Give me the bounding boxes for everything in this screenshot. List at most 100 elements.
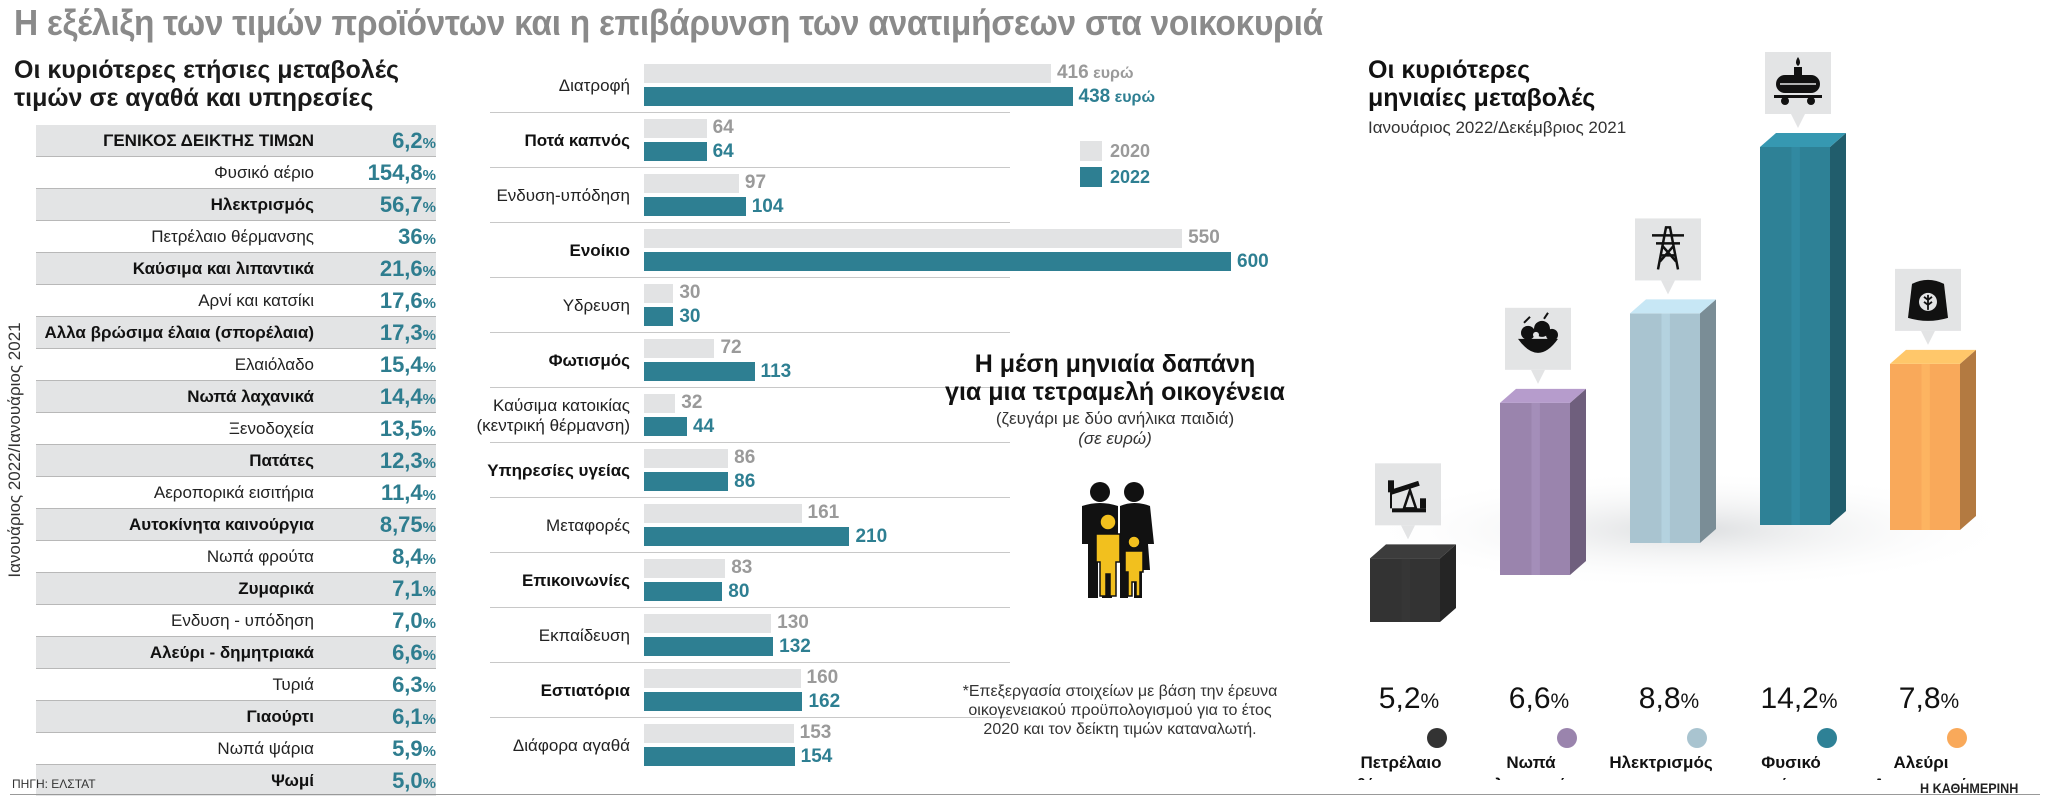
- bar-2020: [644, 724, 794, 743]
- annual-row: Ψωμί 5,0%: [36, 764, 436, 796]
- annual-changes-title: Οι κυριότερες ετήσιες μεταβολές τιμών σε…: [14, 56, 399, 112]
- annual-period-label: Ιανουάριος 2022/Ιανουάριος 2021: [2, 130, 28, 770]
- annual-row: Τυριά 6,3%: [36, 668, 436, 700]
- spending-row: Υπηρεσίες υγείας 86 86: [450, 443, 1430, 498]
- annual-row: Φυσικό αέριο 154,8%: [36, 156, 436, 188]
- main-title: Η εξέλιξη των τιμών προϊόντων και η επιβ…: [14, 2, 1323, 43]
- icon-box-pointer: [1661, 280, 1675, 295]
- bar-highlight: [1401, 558, 1410, 622]
- value-2022-label: 64: [712, 141, 734, 162]
- spending-row: Εκπαίδευση 130 132: [450, 608, 1430, 663]
- spending-category-label: Εκπαίδευση: [538, 625, 630, 645]
- bar-highlight: [1661, 313, 1670, 543]
- annual-row-label: Ξενοδοχεία: [228, 419, 314, 438]
- category-dot: [1427, 728, 1447, 748]
- annual-row-value: 14,4%: [379, 384, 436, 409]
- spending-row: Εστιατόρια 160 162: [450, 663, 1430, 718]
- icon-box: [1635, 218, 1701, 281]
- legend-item-2020: 2020: [1080, 138, 1150, 164]
- family-title-line2: για μια τετραμελή οικογένεια: [945, 378, 1285, 406]
- value-2022-label: 44: [693, 416, 715, 437]
- legend-label: 2022: [1110, 166, 1151, 187]
- annual-row-value: 17,3%: [379, 320, 436, 345]
- annual-row-value: 56,7%: [379, 192, 436, 217]
- annual-row: Γιαούρτι 6,1%: [36, 700, 436, 732]
- annual-row-value: 15,4%: [379, 352, 436, 377]
- annual-row: Ενδυση - υπόδηση 7,0%: [36, 604, 436, 636]
- monthly-value-label: 5,2%: [1379, 682, 1439, 715]
- spending-row: Φωτισμός 72 113: [450, 333, 1430, 388]
- value-2022-label: 80: [728, 581, 750, 602]
- bar-2020: [644, 504, 802, 523]
- value-2020-label: 32: [681, 392, 703, 413]
- value-2020-label: 550: [1188, 227, 1220, 248]
- category-label: Νωπά: [1506, 753, 1556, 772]
- spending-row: Ενδυση-υπόδηση 97 104: [450, 168, 1430, 223]
- value-2020-label: 97: [744, 172, 767, 193]
- bar-2022: [644, 582, 723, 601]
- value-2022-label: 30: [679, 306, 701, 327]
- bar-top-face: [1500, 388, 1586, 403]
- category-dot: [1947, 728, 1967, 748]
- icon-box-pointer: [1921, 330, 1935, 345]
- annual-row-label: Καύσιμα και λιπαντικά: [132, 259, 314, 278]
- row-separator: [490, 497, 1010, 498]
- annual-row-value: 7,1%: [392, 576, 436, 601]
- annual-row-label: Πετρέλαιο θέρμανσης: [151, 227, 314, 246]
- bar-2022: [644, 142, 707, 161]
- monthly-changes-subtitle: Ιανουάριος 2022/Δεκέμβριος 2021: [1368, 118, 1627, 137]
- annual-row-value: 11,4%: [381, 480, 436, 505]
- category-label: Δημητριακά: [1873, 775, 1970, 780]
- category-label: Φυσικό: [1761, 753, 1821, 772]
- bar-2022: [644, 637, 774, 656]
- annual-row: Ηλεκτρισμός 56,7%: [36, 188, 436, 220]
- bar-side-face: [1960, 349, 1976, 530]
- annual-row: Καύσιμα και λιπαντικά 21,6%: [36, 252, 436, 284]
- value-2020-label: 160: [806, 667, 839, 688]
- bar-2020: [644, 229, 1183, 248]
- spending-category-label: Επικοινωνίες: [521, 570, 630, 590]
- annual-period-text: Ιανουάριος 2022/Ιανουάριος 2021: [5, 322, 24, 578]
- spending-category-label: Ενοίκιο: [569, 240, 631, 260]
- family-subtitle: (ζευγάρι με δύο ανήλικα παιδιά): [995, 409, 1235, 428]
- spending-row: Καύσιμα κατοικίας (κεντρική θέρμανση) 32 44: [450, 388, 1430, 443]
- bar-2020: [644, 64, 1051, 83]
- vegetables-icon: [1518, 312, 1558, 353]
- value-2020-label: 64: [712, 117, 734, 138]
- monthly-title-line1: Οι κυριότερες: [1368, 56, 1531, 84]
- annual-row: Αλλα βρώσιμα έλαια (σπορέλαια) 17,3%: [36, 316, 436, 348]
- bar-highlight: [1791, 147, 1800, 525]
- spending-category-label: Ποτά καπνός: [524, 130, 630, 150]
- row-separator: [490, 552, 1010, 553]
- legend-swatch: [1080, 167, 1102, 187]
- category-label: αέριο: [1769, 775, 1813, 780]
- row-separator: [490, 112, 1010, 113]
- bar-2022: [644, 307, 674, 326]
- monthly-changes-title: Οι κυριότερες μηνιαίες μεταβολές: [1368, 56, 1595, 112]
- value-2020-label: 161: [807, 502, 840, 523]
- value-2020-label: 416 ευρώ: [1056, 62, 1134, 83]
- row-separator: [490, 387, 1010, 388]
- annual-row: Ζυμαρικά 7,1%: [36, 572, 436, 604]
- row-separator: [490, 332, 1010, 333]
- family-unit-note: (σε ευρώ): [1078, 429, 1152, 448]
- spending-row: Διάφορα αγαθά 153 154: [450, 718, 1430, 773]
- annual-row-value: 6,2%: [392, 128, 436, 153]
- spending-row: Ενοίκιο 550 600: [450, 223, 1430, 278]
- spending-legend: 2020 2022: [1080, 138, 1150, 190]
- row-separator: [490, 167, 1010, 168]
- bar-top-face: [1630, 299, 1716, 314]
- monthly-value-label: 8,8%: [1639, 682, 1699, 715]
- value-2022-label: 86: [734, 471, 756, 492]
- annual-row-label: Ψωμί: [271, 771, 314, 790]
- monthly-value-label: 6,6%: [1509, 682, 1569, 715]
- bar-2020: [644, 394, 676, 413]
- annual-row-value: 12,3%: [379, 448, 436, 473]
- row-separator: [490, 277, 1010, 278]
- annual-row: ΓΕΝΙΚΟΣ ΔΕΙΚΤΗΣ ΤΙΜΩΝ 6,2%: [36, 125, 436, 156]
- annual-row-label: Αρνί και κατσίκι: [198, 291, 314, 310]
- bar-top-face: [1760, 133, 1846, 147]
- family-title: Η μέση μηνιαία δαπάνη για μια τετραμελή …: [900, 350, 1330, 406]
- icon-box-pointer: [1401, 525, 1415, 540]
- bar-2022: [644, 197, 746, 216]
